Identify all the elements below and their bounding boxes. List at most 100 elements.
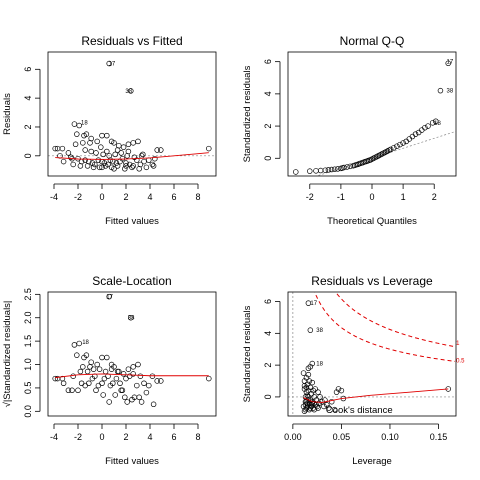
data-point [118, 150, 124, 156]
data-point [338, 387, 345, 394]
data-point [328, 398, 335, 405]
data-point [309, 360, 316, 367]
y-tick-label: 6 [263, 299, 273, 304]
data-point [302, 406, 309, 413]
data-point [99, 354, 105, 361]
y-tick-label: 0.5 [23, 382, 33, 395]
point-annotation: 38 [128, 316, 135, 322]
data-point [309, 379, 316, 386]
data-point [111, 140, 117, 146]
data-point [445, 60, 451, 67]
data-point [60, 380, 67, 386]
data-point [104, 354, 110, 361]
data-point [114, 147, 121, 153]
data-point [114, 163, 121, 169]
point-annotation: 18 [316, 362, 323, 368]
data-point [102, 368, 109, 375]
data-point [94, 361, 100, 368]
data-point [102, 163, 109, 169]
data-point [138, 399, 145, 405]
data-point [130, 140, 136, 146]
plot-area [48, 60, 216, 172]
data-point [311, 394, 317, 400]
x-tick-label: 1 [401, 192, 406, 202]
data-point [206, 145, 212, 152]
y-tick-label: 2 [263, 124, 273, 129]
data-point [125, 141, 132, 148]
data-point [317, 167, 324, 174]
data-point [129, 164, 135, 171]
data-point [412, 131, 419, 137]
data-point [143, 164, 150, 171]
data-point [88, 148, 94, 155]
data-point [111, 166, 117, 172]
x-tick-label: 4 [147, 192, 152, 202]
chart-title: Scale-Location [92, 274, 171, 288]
data-point [322, 167, 329, 173]
panel-residuals-vs-fitted: Residuals vs Fitted Fitted values Residual… [2, 34, 217, 227]
data-point [125, 148, 132, 155]
data-point [106, 153, 112, 159]
point-annotation: 38 [447, 89, 454, 95]
data-point [150, 163, 157, 169]
data-point [305, 371, 312, 378]
data-point [83, 352, 90, 358]
data-point [130, 371, 136, 377]
point-annotation: 38 [316, 328, 323, 334]
point-annotation: 17 [447, 60, 454, 66]
data-point [100, 151, 106, 158]
smoother-line [55, 373, 209, 379]
y-axis: 0 2 4 6 [263, 59, 281, 161]
data-point [76, 340, 82, 347]
y-tick-label: 0 [263, 156, 273, 161]
plot-frame [47, 51, 217, 177]
data-point [124, 399, 130, 405]
data-point [322, 397, 328, 403]
panel-residuals-vs-leverage: Residuals vs Leverage Leverage Standardize… [242, 274, 465, 467]
x-tick-label: 8 [195, 192, 200, 202]
data-point [71, 342, 78, 348]
data-point [100, 392, 106, 398]
data-point [307, 384, 314, 391]
data-point [341, 164, 347, 171]
data-point [324, 402, 330, 408]
point-annotation: Cook's distance [326, 405, 393, 416]
data-point [317, 394, 323, 400]
data-point [134, 382, 140, 389]
data-point [344, 164, 350, 170]
data-point [114, 368, 121, 375]
data-point [99, 164, 105, 171]
x-axis: -4 -2 0 2 4 6 8 [50, 183, 201, 202]
data-point [308, 390, 315, 397]
data-point [429, 120, 436, 126]
data-point [88, 359, 94, 365]
data-point [293, 169, 299, 175]
x-tick-label: 4 [147, 432, 152, 442]
data-point [137, 373, 144, 379]
y-tick-label: 1.5 [23, 335, 33, 348]
y-tick-label: 0 [263, 394, 273, 399]
data-point [86, 380, 92, 386]
data-point [60, 158, 67, 165]
y-tick-label: 2.5 [23, 288, 33, 301]
data-point [122, 394, 128, 401]
data-point [315, 389, 321, 395]
panel-scale-location: Scale-Location Fitted values √|Standardize… [2, 274, 217, 467]
data-point [419, 127, 425, 133]
data-point [326, 405, 332, 411]
y-tick-label: 2 [23, 124, 33, 129]
y-tick-label: 2 [263, 363, 273, 368]
y-axis-label: √|Standardized residuals| [2, 301, 13, 408]
y-tick-label: 0 [23, 153, 33, 158]
data-point [84, 368, 91, 375]
data-point [315, 405, 321, 411]
data-point [206, 375, 212, 382]
x-tick-label: 2 [123, 192, 128, 202]
data-point [75, 387, 81, 394]
data-point [108, 366, 115, 372]
data-point [304, 381, 311, 387]
data-point [112, 392, 118, 398]
point-annotation: 18 [434, 121, 441, 127]
point-annotation: 17 [109, 62, 116, 68]
data-point [135, 361, 141, 368]
